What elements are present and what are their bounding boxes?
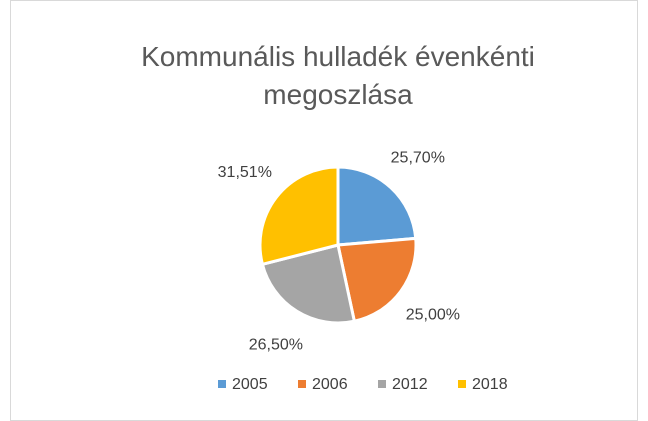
legend-marker	[218, 380, 226, 388]
legend-label: 2005	[232, 376, 268, 393]
data-label: 25,70%	[391, 149, 445, 166]
data-label: 25,00%	[406, 306, 460, 323]
data-label: 26,50%	[249, 337, 303, 354]
legend-marker	[298, 380, 306, 388]
pie-slice	[336, 236, 418, 324]
pie-slice	[260, 243, 357, 325]
legend-marker	[378, 380, 386, 388]
chart-title: Kommunális hulladék évenkénti megoszlása	[141, 41, 535, 110]
legend-label: 2012	[392, 376, 428, 393]
pie-slice	[336, 165, 418, 247]
legend-label: 2006	[312, 376, 348, 393]
legend-marker	[458, 380, 466, 388]
pie-slice	[258, 165, 340, 267]
data-label: 31,51%	[218, 164, 272, 181]
legend-label: 2018	[472, 376, 508, 393]
